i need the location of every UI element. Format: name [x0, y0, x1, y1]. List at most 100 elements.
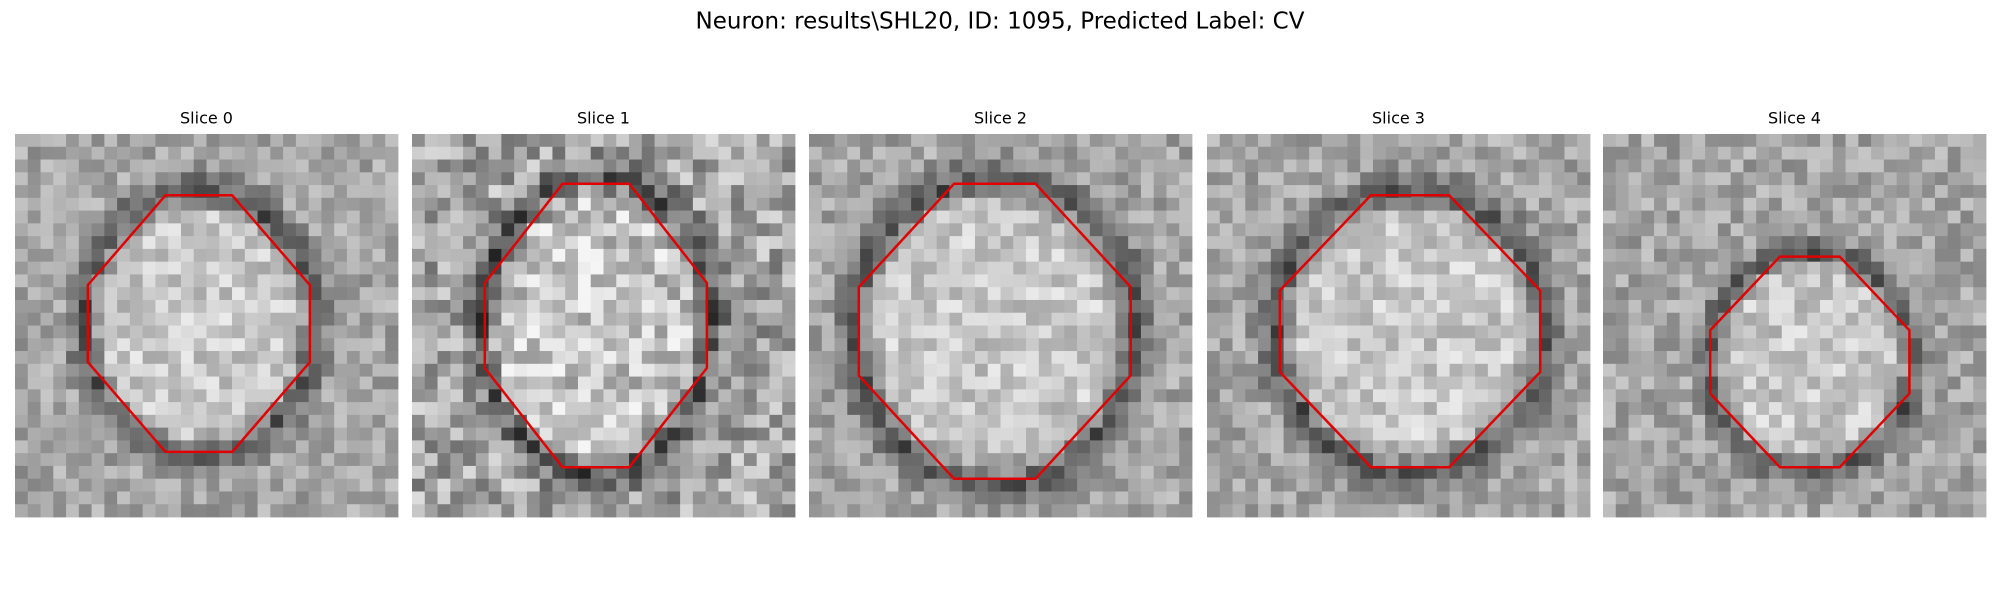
pixel [206, 287, 220, 301]
pixel [1475, 325, 1489, 339]
pixel [155, 478, 169, 492]
pixel [40, 299, 54, 314]
pixel [1781, 146, 1795, 160]
pixel [1947, 440, 1961, 454]
pixel [1475, 376, 1489, 390]
pixel [488, 236, 502, 250]
pixel [539, 427, 553, 441]
pixel [885, 248, 899, 263]
pixel [514, 299, 528, 314]
pixel [155, 491, 169, 505]
pixel [1424, 465, 1438, 480]
pixel [180, 159, 195, 173]
pixel [1934, 414, 1949, 429]
pixel [1309, 210, 1323, 224]
pixel [769, 159, 783, 173]
pixel [1411, 159, 1425, 173]
pixel [1077, 146, 1091, 160]
pixel [629, 159, 643, 173]
pixel [1794, 402, 1808, 416]
pixel [129, 465, 144, 480]
pixel [1705, 453, 1719, 467]
pixel [193, 172, 207, 186]
pixel [898, 478, 912, 492]
pixel [1768, 363, 1783, 377]
pixel [475, 351, 489, 365]
pixel [718, 159, 732, 173]
pixel [514, 159, 528, 173]
pixel [603, 402, 617, 416]
pixel [603, 478, 617, 492]
pixel [1077, 376, 1091, 390]
pixel [654, 248, 668, 263]
pixel [1424, 363, 1438, 377]
pixel [1641, 402, 1655, 416]
pixel [1487, 402, 1502, 416]
pixel [488, 351, 502, 365]
pixel [1475, 185, 1489, 199]
pixel [1347, 287, 1361, 301]
pixel [155, 504, 169, 518]
pixel [1411, 146, 1425, 160]
pixel [987, 363, 1001, 377]
pixel [1347, 351, 1361, 365]
pixel [1347, 414, 1361, 429]
pixel [923, 338, 938, 352]
pixel [1551, 325, 1565, 339]
pixel [974, 427, 989, 441]
pixel [53, 351, 67, 365]
pixel [1717, 236, 1732, 250]
pixel [1398, 312, 1412, 326]
pixel [1000, 299, 1014, 314]
pixel [809, 223, 823, 237]
pixel [1258, 363, 1272, 377]
pixel [1398, 465, 1412, 480]
pixel [66, 223, 80, 237]
pixel [488, 453, 502, 467]
pixel [1449, 185, 1463, 199]
pixel [590, 376, 604, 390]
pixel [1564, 248, 1578, 263]
pixel [1730, 491, 1744, 505]
pixel [603, 427, 617, 441]
pixel [1743, 236, 1757, 250]
pixel [1334, 159, 1348, 173]
pixel [244, 402, 258, 416]
pixel [847, 236, 861, 250]
pixel [1000, 274, 1014, 288]
pixel [424, 465, 438, 480]
pixel [1526, 440, 1540, 454]
pixel [1334, 491, 1348, 505]
pixel [463, 453, 477, 467]
pixel [1666, 427, 1680, 441]
pixel [1360, 159, 1374, 173]
pixel [1871, 427, 1885, 441]
pixel [78, 197, 92, 211]
pixel [1296, 210, 1310, 224]
pixel [898, 504, 912, 518]
pixel [1398, 453, 1412, 467]
pixel [334, 172, 348, 186]
pixel [911, 299, 925, 314]
pixel [1089, 376, 1104, 390]
pixel [168, 134, 182, 148]
pixel [1166, 376, 1180, 390]
pixel [1051, 159, 1065, 173]
pixel [667, 287, 681, 301]
pixel [1102, 504, 1116, 518]
pixel [1153, 376, 1167, 390]
pixel [872, 440, 886, 454]
pixel [488, 363, 502, 377]
pixel [782, 223, 796, 237]
pixel [295, 134, 310, 148]
pixel [1051, 197, 1065, 211]
pixel [949, 325, 963, 339]
pixel [1372, 440, 1387, 454]
pixel [40, 376, 54, 390]
pixel [1538, 414, 1553, 429]
pixel [129, 491, 144, 505]
pixel [1538, 312, 1553, 326]
pixel [1513, 172, 1527, 186]
pixel [129, 185, 144, 199]
pixel [1462, 427, 1476, 441]
